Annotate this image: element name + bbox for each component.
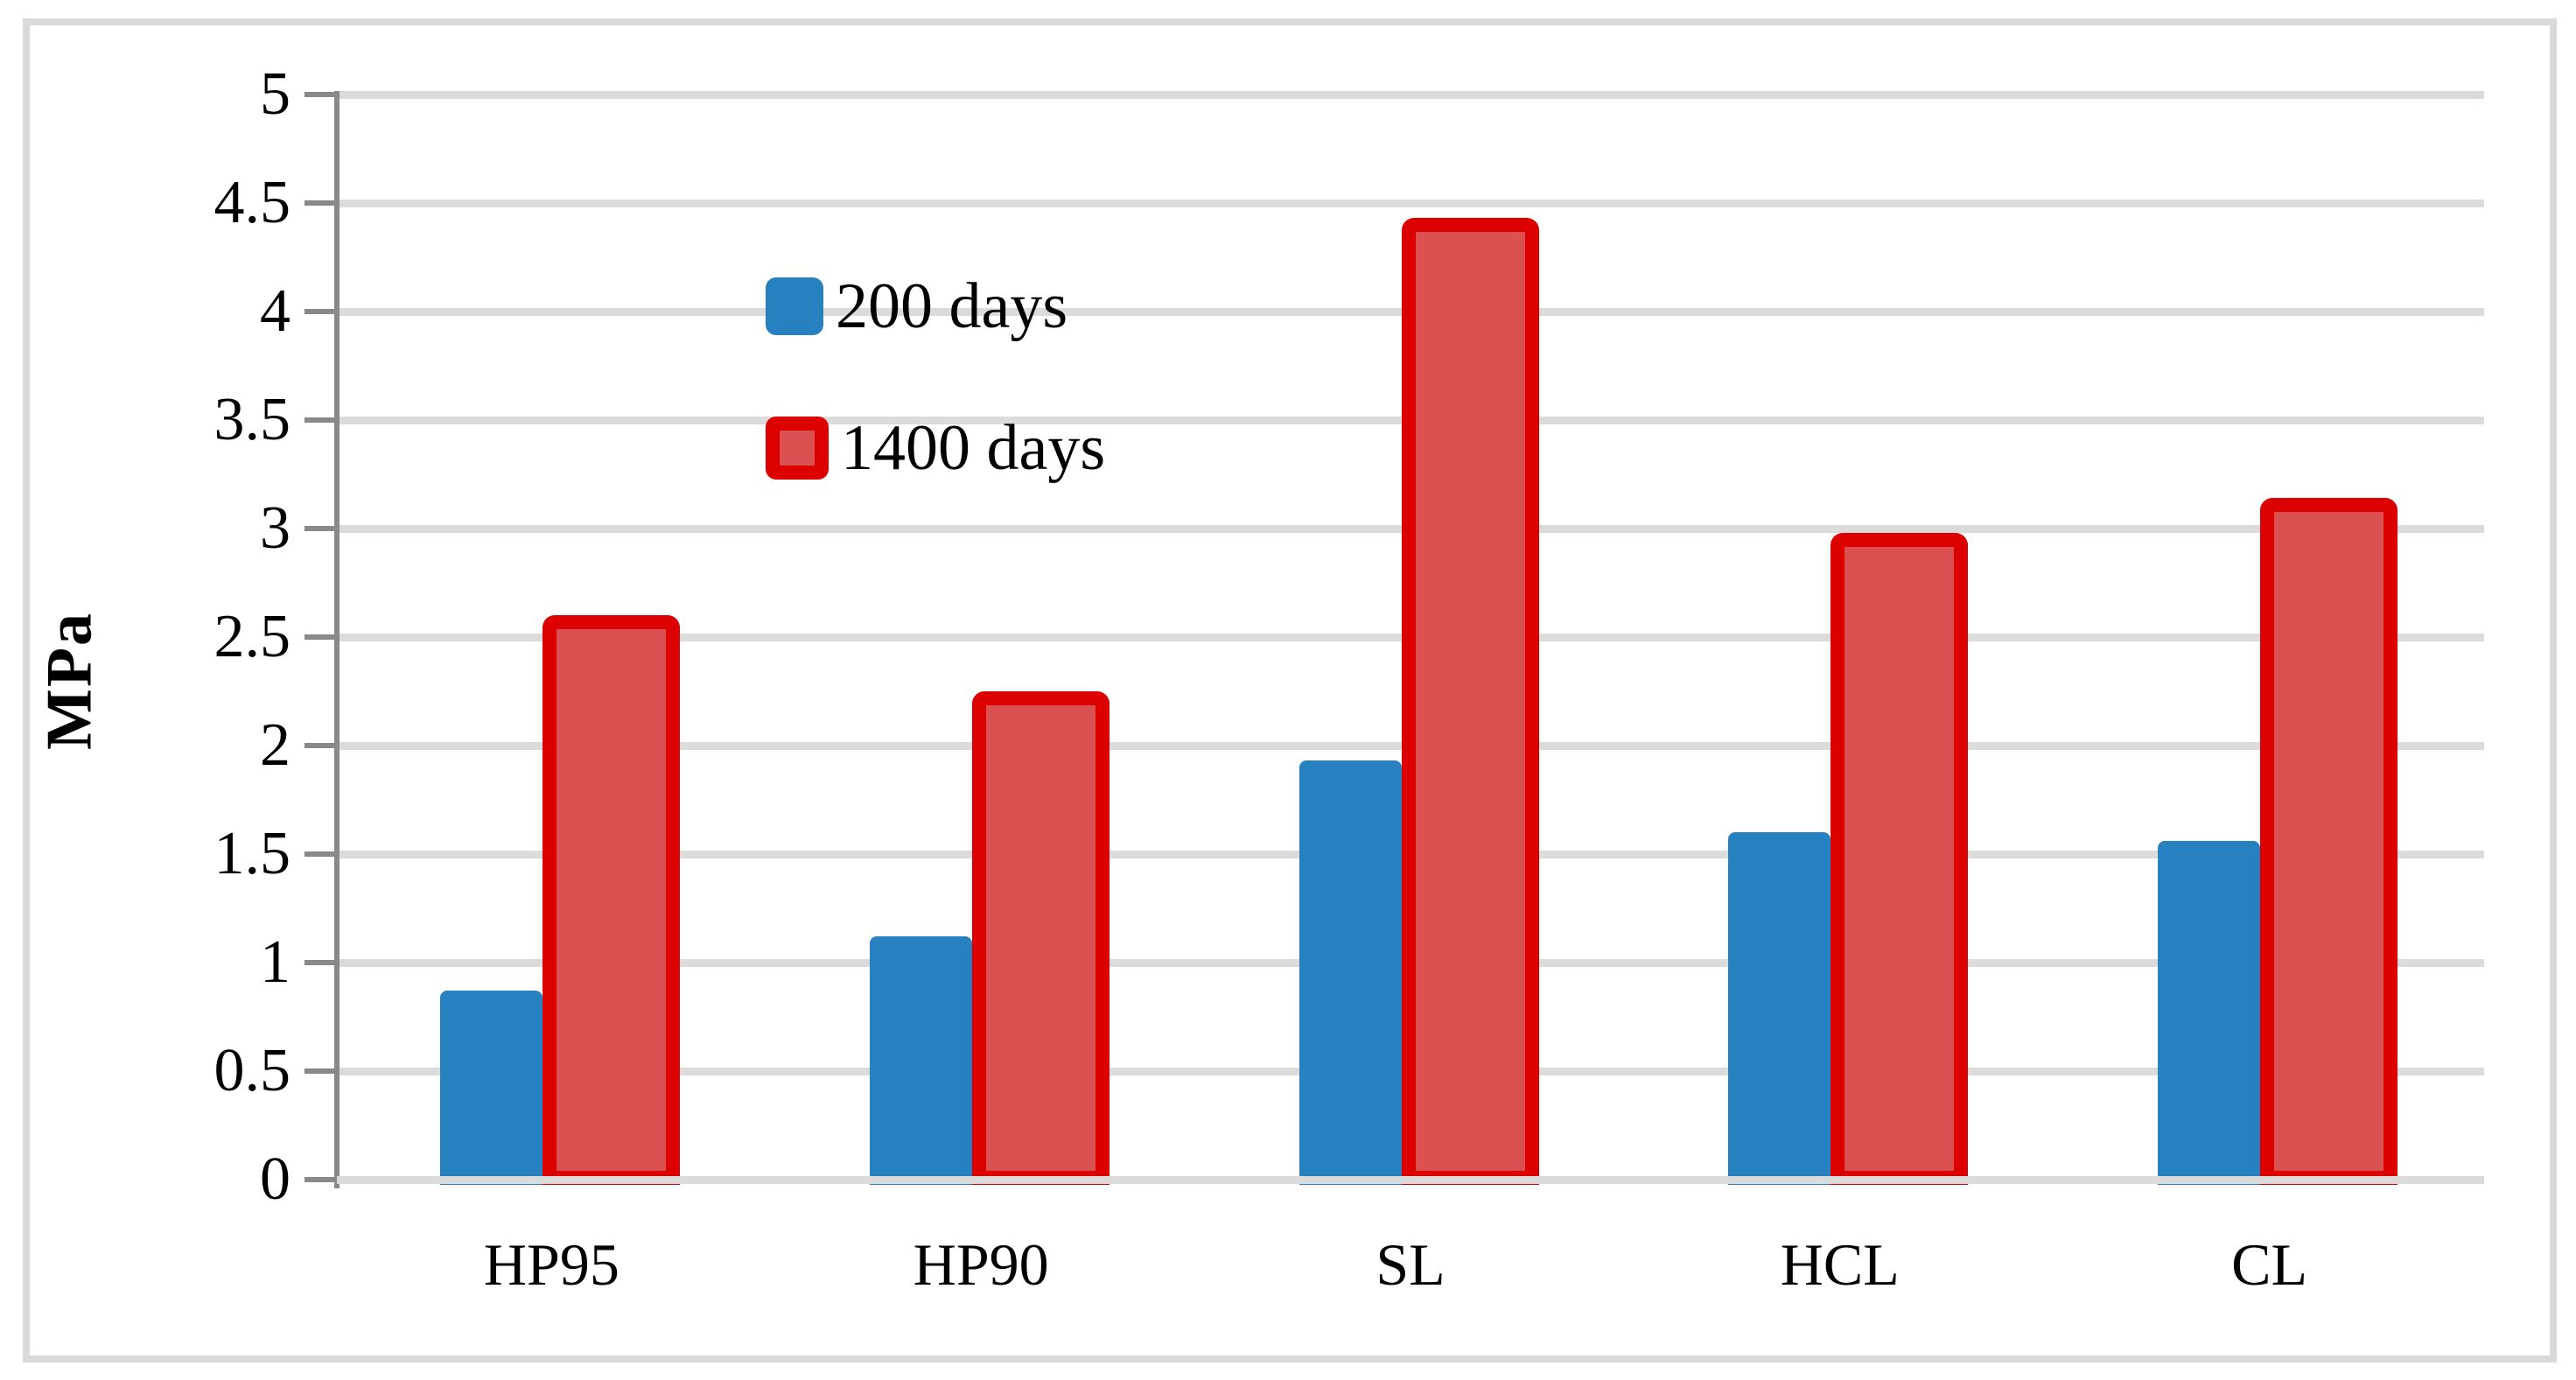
bar-200-days-CL [2158, 841, 2261, 1185]
x-axis-label-HP95: HP95 [483, 1231, 620, 1298]
bar-1400-days-HP95 [542, 615, 680, 1185]
bar-200-days-SL [1298, 760, 1402, 1185]
y-tick-label: 0.5 [214, 1037, 291, 1104]
bar-group-HCL [1625, 95, 2054, 1185]
bar-group-HP95 [337, 95, 766, 1185]
y-tick-label: 5 [260, 60, 290, 128]
bar-200-days-HP95 [440, 991, 542, 1185]
gridline [337, 200, 2484, 207]
x-axis-label-CL: CL [2231, 1231, 2308, 1298]
y-tick-mark [304, 417, 340, 423]
y-tick-label: 1.5 [214, 820, 291, 887]
x-axis-label-HP90: HP90 [913, 1231, 1049, 1298]
y-tick-label: 2.5 [214, 603, 291, 670]
legend-swatch-200-days [766, 277, 823, 335]
legend-swatch-1400-days [766, 417, 829, 480]
y-tick-label: 2 [260, 711, 290, 779]
y-tick-label: 4 [260, 277, 290, 345]
y-tick-mark [304, 526, 340, 531]
y-tick-mark [304, 960, 340, 965]
bar-1400-days-CL [2260, 498, 2398, 1185]
y-tick-mark [304, 1068, 340, 1074]
bar-1400-days-HCL [1830, 532, 1969, 1185]
legend-label: 200 days [836, 270, 1068, 342]
y-tick-label: 4.5 [214, 169, 291, 236]
legend: 200 days 1400 days [766, 274, 1105, 480]
y-axis-line [334, 91, 340, 1188]
y-tick-mark [304, 634, 340, 640]
legend-item: 200 days [766, 274, 1105, 339]
y-tick-mark [304, 1177, 340, 1182]
bar-200-days-HP90 [869, 936, 972, 1185]
plot-area: 0 0.5 1 1.5 2 2.5 3 3.5 4 4.5 5 HP95 HP90 SL HCL CL 20… [214, 64, 2484, 1298]
y-tick-label: 3.5 [214, 386, 291, 453]
legend-label: 1400 days [841, 412, 1106, 484]
y-tick-mark [304, 92, 340, 97]
bar-1400-days-SL [1401, 218, 1539, 1185]
x-axis-label-HCL: HCL [1780, 1231, 1900, 1298]
y-tick-label: 3 [260, 494, 290, 562]
y-tick-mark [304, 309, 340, 314]
bar-group-HP90 [766, 95, 1196, 1185]
bar-200-days-HCL [1728, 832, 1831, 1185]
bar-group-SL [1196, 95, 1626, 1185]
legend-item: 1400 days [766, 416, 1105, 480]
y-tick-mark [304, 851, 340, 857]
gridline [337, 91, 2484, 99]
y-tick-label: 0 [260, 1145, 290, 1213]
baseline-gridline [337, 1176, 2484, 1184]
bar-group-CL [2054, 95, 2484, 1185]
y-tick-mark [304, 200, 340, 206]
y-tick-label: 1 [260, 928, 290, 996]
y-tick-mark [304, 743, 340, 748]
x-axis-label-SL: SL [1376, 1231, 1446, 1298]
y-axis-title: MPa [33, 611, 106, 751]
bar-1400-days-HP90 [971, 691, 1110, 1185]
